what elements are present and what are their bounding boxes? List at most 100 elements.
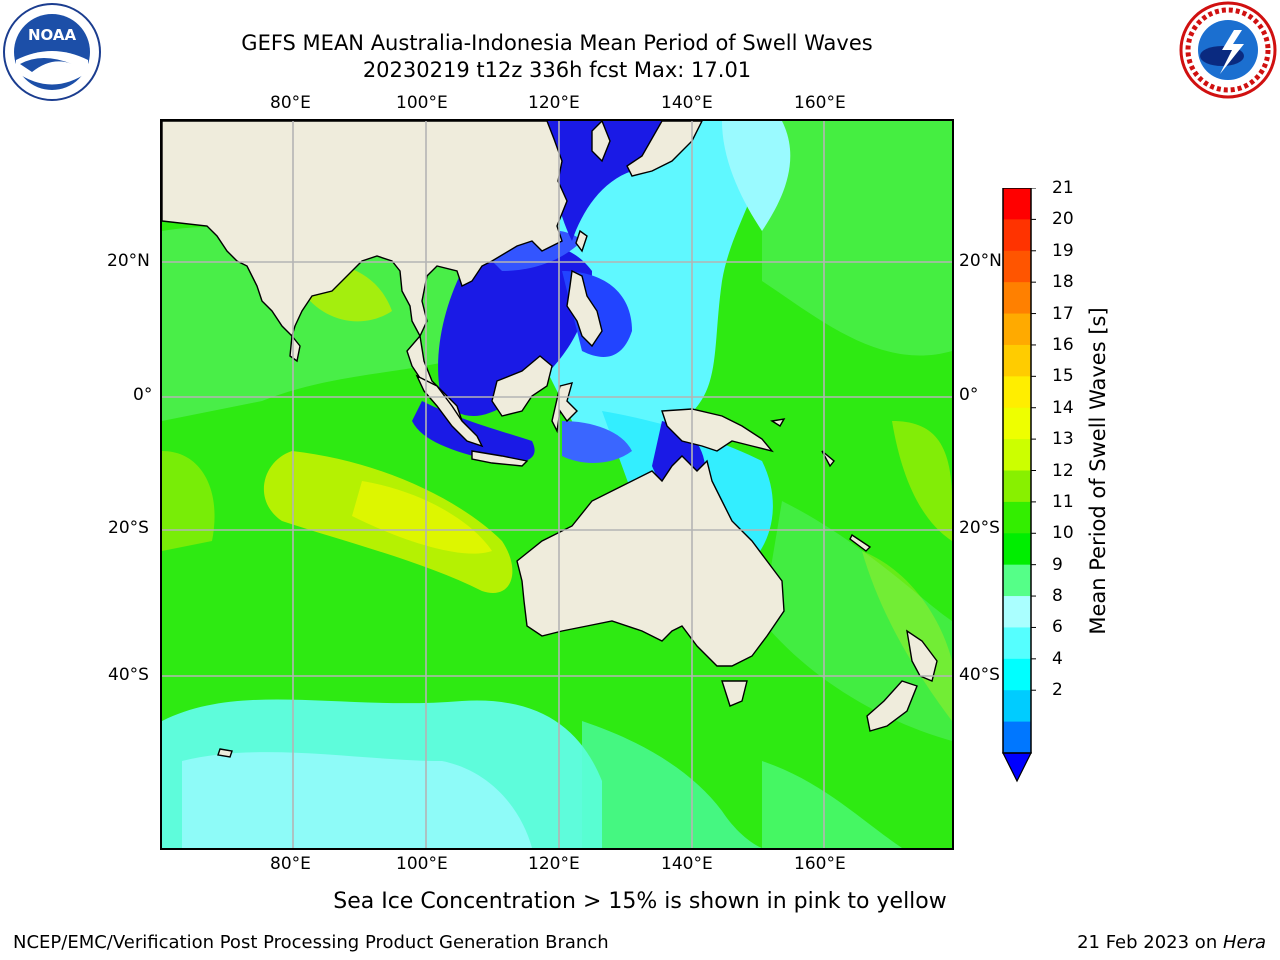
colorbar-swatch: [1003, 533, 1031, 566]
cyan-southern-ocean: [762, 761, 902, 848]
colorbar-swatch: [1003, 721, 1031, 754]
lat-tick-left: 20°N: [107, 251, 150, 271]
lon-tick-top: 160°E: [794, 93, 846, 113]
noaa-logo: NOAA: [2, 2, 102, 102]
colorbar-swatch: [1003, 282, 1031, 315]
colorbar-swatch: [1003, 376, 1031, 409]
colorbar-tick-label: 15: [1052, 366, 1074, 387]
lon-tick-bottom: 80°E: [270, 854, 311, 874]
colorbar-swatch: [1003, 219, 1031, 252]
graticule: [162, 121, 952, 848]
colorbar-tick-label: 8: [1052, 586, 1063, 607]
blue-south-china-sea: [438, 244, 592, 416]
colorbar-tick-label: 11: [1052, 491, 1074, 512]
lat-tick-right: 0°: [959, 385, 979, 405]
korea: [591, 121, 611, 163]
colorbar-swatch: [1003, 501, 1031, 534]
colorbar-tick-label: 9: [1052, 554, 1063, 575]
lon-tick-bottom: 100°E: [396, 854, 448, 874]
footer-credit: NCEP/EMC/Verification Post Processing Pr…: [13, 932, 609, 953]
footer-date-text: 21 Feb 2023 on: [1077, 932, 1223, 953]
map-subtitle: 20230219 t12z 336h fcst Max: 17.01: [362, 58, 752, 82]
new-zealand-south: [866, 680, 918, 732]
cyan-pacific: [722, 121, 791, 231]
java: [471, 450, 529, 467]
lon-tick-top: 80°E: [270, 93, 311, 113]
colorbar-swatch: [1003, 564, 1031, 597]
colorbar-tick-label: 4: [1052, 648, 1063, 669]
colorbar-swatch: [1003, 313, 1031, 346]
cyan-southern-ocean: [582, 721, 762, 848]
lat-tick-left: 20°S: [108, 518, 149, 538]
colorbar-tick-label: 12: [1052, 460, 1074, 481]
colorbar-tick-label: 16: [1052, 334, 1074, 355]
footer-machine: Hera: [1222, 932, 1266, 953]
new-guinea: [661, 408, 774, 453]
colorbar-scale: [1002, 187, 1036, 783]
borneo: [491, 355, 553, 417]
nws-logo: [1178, 0, 1278, 100]
small-island: [217, 748, 233, 758]
colorbar-tick-label: 18: [1052, 272, 1074, 293]
pacific-islands: [770, 418, 786, 427]
lon-tick-top: 120°E: [528, 93, 580, 113]
yellow-swell-band: [352, 481, 492, 554]
sea-ice-note: Sea Ice Concentration > 15% is shown in …: [333, 889, 947, 914]
yellow-swell-band: [162, 451, 215, 551]
colorbar-swatch: [1003, 658, 1031, 691]
colorbar-swatch: [1003, 188, 1031, 220]
taiwan: [575, 229, 588, 253]
colorbar-swatch: [1003, 470, 1031, 503]
map-plot-area: [160, 119, 954, 850]
pacific-islands: [821, 450, 835, 468]
japan: [626, 121, 703, 177]
colorbar-tick-label: 14: [1052, 397, 1074, 418]
asia-landmass: [162, 121, 568, 338]
australia: [516, 455, 785, 667]
lon-tick-bottom: 160°E: [794, 854, 846, 874]
colorbar-tick-label: 10: [1052, 523, 1074, 544]
new-zealand-north: [906, 629, 938, 682]
colorbar-swatch: [1003, 439, 1031, 471]
colorbar: [1002, 187, 1036, 792]
colorbar-tick-label: 17: [1052, 303, 1074, 324]
lat-tick-right: 20°N: [959, 251, 1002, 271]
pacific-islands: [849, 533, 872, 552]
colorbar-tick-label: 19: [1052, 240, 1074, 261]
colorbar-tick-label: 13: [1052, 429, 1074, 450]
blue-east-china-sea: [542, 121, 671, 241]
light-green-patch: [762, 501, 952, 741]
lon-tick-bottom: 120°E: [528, 854, 580, 874]
colorbar-swatch: [1003, 690, 1031, 723]
cyan-pacific: [542, 121, 764, 441]
colorbar-tick-label: 21: [1052, 178, 1074, 198]
cyan-southern-ocean: [182, 752, 532, 848]
lat-tick-left: 40°S: [108, 665, 149, 685]
colorbar-label: Mean Period of Swell Waves [s]: [1086, 307, 1110, 635]
colorbar-tick-label: 6: [1052, 617, 1063, 638]
footer-date: 21 Feb 2023 on Hera: [1077, 932, 1266, 953]
colorbar-swatch: [1003, 627, 1031, 660]
land-masses: [162, 121, 938, 758]
colorbar-extend-arrow: [1002, 752, 1032, 783]
swell-period-map: [162, 121, 952, 848]
sumatra: [415, 374, 484, 448]
lon-tick-bottom: 140°E: [661, 854, 713, 874]
lon-tick-top: 140°E: [661, 93, 713, 113]
colorbar-swatch: [1003, 407, 1031, 440]
philippines: [566, 269, 603, 348]
map-title: GEFS MEAN Australia-Indonesia Mean Perio…: [241, 31, 873, 55]
colorbar-tick-label: 2: [1052, 680, 1063, 701]
tasmania: [721, 680, 748, 707]
colorbar-swatch: [1003, 344, 1031, 377]
light-green-patch: [762, 121, 952, 356]
lat-tick-right: 20°S: [959, 518, 1000, 538]
colorbar-swatch: [1003, 596, 1031, 628]
lon-tick-top: 100°E: [396, 93, 448, 113]
colorbar-tick-label: 20: [1052, 209, 1074, 230]
lat-tick-left: 0°: [133, 385, 153, 405]
lat-tick-right: 40°S: [959, 665, 1000, 685]
blue-banda-sea: [562, 421, 632, 463]
yellow-swell-band: [892, 421, 952, 541]
svg-text:NOAA: NOAA: [28, 26, 77, 44]
